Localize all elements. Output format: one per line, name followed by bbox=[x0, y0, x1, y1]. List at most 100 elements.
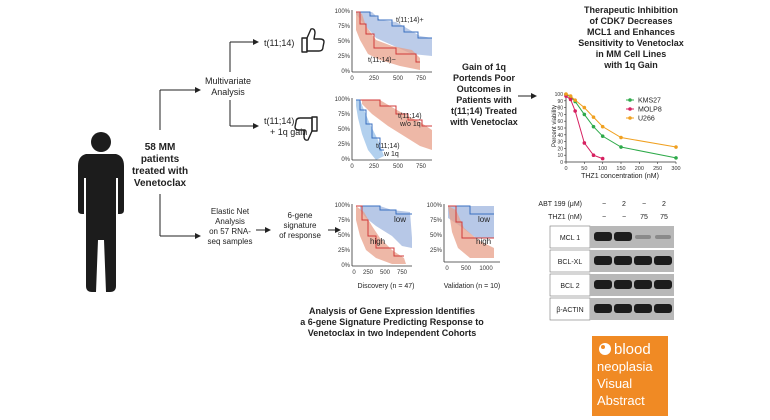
patient-label-line: 58 MM bbox=[145, 142, 176, 153]
data-point-u266 bbox=[600, 124, 605, 129]
legend-label-u266: U266 bbox=[638, 116, 655, 123]
thumbs-up-icon bbox=[301, 28, 325, 53]
patient-label: 58 MM patients treated with Venetoclax bbox=[132, 142, 188, 189]
center-line: Gain of 1q bbox=[462, 62, 506, 72]
wb-band-label: BCL-XL bbox=[558, 259, 583, 266]
km-label-lower: high bbox=[370, 237, 385, 246]
legend-marker-kms27 bbox=[628, 98, 632, 102]
bottom-line: Venetoclax in two Independent Cohorts bbox=[308, 328, 477, 338]
x-tick-label: 250 bbox=[363, 270, 374, 276]
bottom-line: a 6-gene Signature Predicting Response t… bbox=[300, 317, 484, 327]
x-tick-label: 500 bbox=[393, 76, 404, 82]
y-tick-label: 25% bbox=[338, 248, 351, 254]
y-tick-label: 50% bbox=[338, 39, 351, 45]
y-tick-label: 50% bbox=[338, 233, 351, 239]
center-line: with Venetoclax bbox=[449, 117, 518, 127]
group-gain-line: + 1q gain bbox=[270, 127, 307, 137]
chart-ylabel: Percent viability bbox=[552, 105, 558, 147]
western-blot: ABT 199 (μM) − 2 − 2 THZ1 (nM) − − 75 75… bbox=[538, 201, 674, 321]
chart-x-tick-label: 200 bbox=[635, 166, 644, 172]
y-tick-label: 100% bbox=[335, 97, 351, 103]
viability-chart: Percent viability THZ1 concentration (nM… bbox=[552, 92, 681, 180]
chart-y-tick-label: 50 bbox=[557, 126, 563, 132]
signature-line: 6-gene bbox=[288, 211, 313, 220]
km-label-lower: high bbox=[476, 237, 491, 246]
chart-y-tick-label: 0 bbox=[560, 160, 563, 166]
signature-line: signature bbox=[284, 221, 317, 230]
km-plot-1q: 100% 75% 50% 25% 0% 0 250 500 750 t(11;1… bbox=[335, 97, 432, 170]
bottom-finding-text: Analysis of Gene Expression Identifies a… bbox=[300, 306, 484, 338]
blood-drop-icon bbox=[599, 343, 611, 355]
elastic-net-line: Elastic Net bbox=[211, 207, 250, 216]
right-title-line: Therapeutic Inhibition bbox=[584, 5, 678, 15]
elastic-net-line: on 57 RNA- bbox=[209, 227, 251, 236]
data-point-u266 bbox=[619, 135, 623, 140]
legend-marker-u266 bbox=[628, 116, 632, 120]
data-point-molp8 bbox=[600, 156, 605, 161]
y-tick-label: 75% bbox=[338, 112, 351, 118]
wb-header-value: 2 bbox=[622, 201, 626, 208]
km-label-upper: low bbox=[394, 215, 406, 224]
km-label-lower: t(11;14) bbox=[376, 143, 400, 150]
center-line: t(11;14) Treated bbox=[451, 106, 517, 116]
data-point-u266 bbox=[582, 105, 587, 110]
right-title: Therapeutic Inhibition of CDK7 Decreases… bbox=[578, 5, 684, 70]
signature-label: 6-gene signature of response bbox=[279, 211, 321, 240]
group-gain-line: t(11;14) bbox=[264, 116, 294, 126]
chart-y-tick-label: 70 bbox=[557, 112, 563, 118]
chart-x-tick-label: 150 bbox=[616, 166, 625, 172]
x-tick-label: 500 bbox=[393, 164, 404, 170]
y-tick-label: 75% bbox=[338, 24, 351, 30]
data-point-u266 bbox=[674, 145, 678, 149]
center-line: Patients with bbox=[456, 95, 512, 105]
thumbs-down-icon bbox=[294, 116, 318, 141]
chart-y-tick-label: 40 bbox=[557, 133, 563, 139]
y-tick-label: 0% bbox=[341, 157, 350, 163]
km-plot-t1114: 100% 75% 50% 25% 0% 0 250 500 750 t(11;1… bbox=[335, 9, 432, 82]
km-label-upper: t(11;14)+ bbox=[396, 17, 424, 24]
chart-y-tick-label: 100 bbox=[555, 92, 564, 98]
x-tick-label: 0 bbox=[350, 76, 354, 82]
chart-x-tick-label: 250 bbox=[653, 166, 662, 172]
data-point-kms27 bbox=[674, 156, 678, 160]
data-point-kms27 bbox=[600, 134, 605, 138]
data-point-u266 bbox=[591, 115, 596, 119]
km-label-lower: t(11;14)− bbox=[368, 57, 396, 64]
x-tick-label: 0 bbox=[445, 266, 449, 272]
right-title-line: Sensitivity to Venetoclax bbox=[578, 38, 684, 48]
chart-y-tick-label: 80 bbox=[557, 106, 563, 112]
badge-line: neoplasia bbox=[597, 359, 653, 374]
km-caption: Validation (n = 10) bbox=[444, 283, 501, 290]
km-label-upper: low bbox=[478, 215, 490, 224]
chart-y-tick-label: 20 bbox=[557, 146, 563, 152]
chart-y-tick-label: 90 bbox=[557, 99, 563, 105]
multivariate-analysis-label: Multivariate Analysis bbox=[205, 76, 251, 97]
data-point-kms27 bbox=[619, 145, 623, 149]
data-point-kms27 bbox=[591, 124, 596, 129]
multivariate-label-line: Analysis bbox=[211, 87, 245, 97]
center-finding-text: Gain of 1q Portends Poor Outcomes in Pat… bbox=[449, 62, 518, 127]
series-line-molp8 bbox=[565, 95, 603, 160]
x-tick-label: 750 bbox=[416, 76, 427, 82]
y-tick-label: 0% bbox=[341, 69, 350, 75]
km-plot-validation: 100% 75% 50% 25% 0 500 1000 low high Val… bbox=[427, 203, 501, 290]
wb-band-label: MCL 1 bbox=[560, 235, 580, 242]
journal-badge: blood neoplasia Visual Abstract bbox=[592, 336, 668, 416]
wb-header-value: − bbox=[602, 214, 606, 221]
x-tick-label: 250 bbox=[369, 164, 380, 170]
multivariate-label-line: Multivariate bbox=[205, 76, 251, 86]
chart-y-tick-label: 30 bbox=[557, 140, 563, 146]
elastic-net-line: Analysis bbox=[215, 217, 245, 226]
elastic-net-line: seq samples bbox=[208, 237, 253, 246]
chart-x-tick-label: 300 bbox=[671, 166, 680, 172]
y-tick-label: 25% bbox=[430, 248, 443, 254]
wb-header-value: − bbox=[602, 201, 606, 208]
y-tick-label: 50% bbox=[430, 233, 443, 239]
x-tick-label: 0 bbox=[350, 164, 354, 170]
chart-x-tick-label: 100 bbox=[598, 166, 607, 172]
wb-band-label: β-ACTIN bbox=[556, 307, 583, 314]
multivariate-connector bbox=[229, 39, 259, 129]
y-tick-label: 50% bbox=[338, 127, 351, 133]
bottom-line: Analysis of Gene Expression Identifies bbox=[309, 306, 475, 316]
y-tick-label: 75% bbox=[338, 218, 351, 224]
